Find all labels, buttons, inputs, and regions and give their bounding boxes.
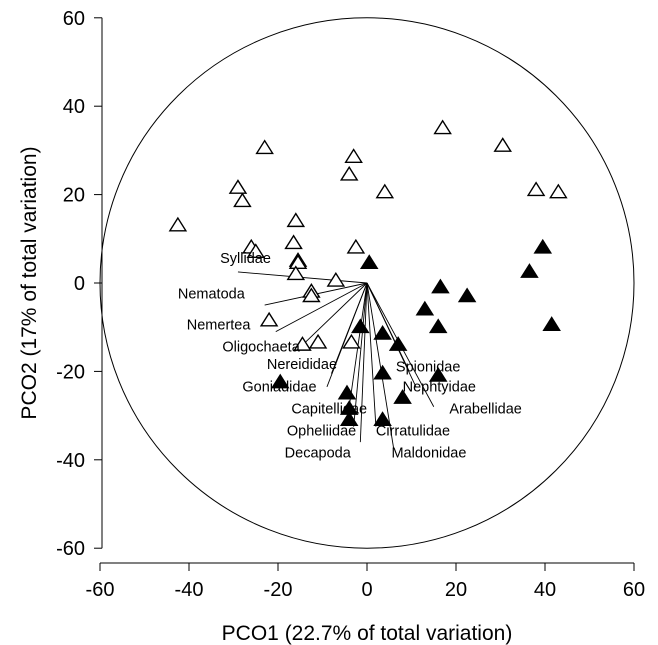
filled-triangle-point <box>373 411 392 426</box>
vector-label-opheliidae: Opheliidae <box>287 423 356 439</box>
point-layer <box>168 119 568 426</box>
open-triangle-point <box>549 183 568 199</box>
x-tick-label: 60 <box>623 579 645 601</box>
filled-triangle-point <box>270 373 290 389</box>
vector-label-arabellidae: Arabellidae <box>449 401 522 417</box>
y-tick-label: -20 <box>56 361 85 383</box>
open-triangle-point <box>288 254 308 270</box>
y-tick-label: -60 <box>56 538 85 560</box>
vector-label-oligochaeta: Oligochaeta <box>222 340 300 356</box>
open-triangle-point <box>433 119 452 135</box>
correlation-circle-layer <box>99 17 635 549</box>
x-tick-label: 20 <box>445 579 467 601</box>
x-tick-label: 40 <box>534 579 556 601</box>
filled-triangle-point <box>520 263 539 278</box>
open-triangle-point <box>375 183 395 199</box>
vector-layer <box>237 271 435 449</box>
vector-label-nereididae: Nereididae <box>267 357 337 373</box>
open-triangle-point <box>284 234 303 250</box>
filled-triangle-point <box>373 364 392 380</box>
filled-triangle-point <box>393 389 412 404</box>
y-tick-label: -40 <box>56 450 85 472</box>
x-tick-label: -60 <box>86 579 115 601</box>
y-tick-label: 60 <box>63 8 85 30</box>
label-layer: Syllidae Nematoda Nemertea OligochaetaNerei… <box>178 251 522 461</box>
vector-label-maldonidae: Maldonidae <box>391 446 466 462</box>
vector-label-spionidae: Spionidae <box>396 359 461 375</box>
open-triangle-point <box>346 238 366 254</box>
open-triangle-point <box>233 192 252 208</box>
y-tick-label: 40 <box>63 96 85 118</box>
vector-label-syllidae: Syllidae <box>220 251 271 267</box>
x-tick-label: -40 <box>175 579 204 601</box>
open-triangle-point <box>344 148 363 163</box>
open-triangle-point <box>255 139 274 155</box>
open-triangle-point <box>526 181 546 197</box>
filled-triangle-point <box>542 316 561 331</box>
vector-label-nemertea: Nemertea <box>187 317 252 333</box>
filled-triangle-point <box>351 318 370 334</box>
open-triangle-point <box>302 287 321 303</box>
vector-label-decapoda: Decapoda <box>285 446 352 462</box>
open-triangle-point <box>228 179 248 194</box>
vector-nephtyidae <box>366 282 417 388</box>
open-triangle-point <box>308 333 328 349</box>
filled-triangle-point <box>337 384 357 400</box>
vector-nemertea <box>275 282 368 333</box>
open-triangle-point <box>168 216 188 232</box>
y-tick-label: 0 <box>74 273 85 295</box>
open-triangle-point <box>293 336 312 351</box>
vector-decapoda <box>359 282 368 443</box>
open-triangle-point <box>342 333 361 349</box>
filled-triangle-point <box>428 318 448 334</box>
x-axis-title: PCO1 (22.7% of total variation) <box>222 622 513 645</box>
open-triangle-point <box>259 311 279 327</box>
open-triangle-point <box>326 271 346 287</box>
open-triangle-point <box>286 265 306 281</box>
filled-triangle-point <box>388 336 408 351</box>
vector-label-capitellidae: Capitellidae <box>291 401 367 417</box>
open-triangle-point <box>286 212 306 228</box>
vector-label-cirratulidae: Cirratulidae <box>376 423 450 439</box>
filled-triangle-point <box>431 278 450 294</box>
x-tick-label: 0 <box>361 579 372 601</box>
y-tick-label: 20 <box>63 185 85 207</box>
filled-triangle-point <box>359 254 379 270</box>
vector-cirratulidae <box>366 282 377 427</box>
filled-triangle-point <box>533 238 553 254</box>
open-triangle-point <box>246 243 266 259</box>
open-triangle-point <box>493 137 512 152</box>
vector-opheliidae <box>353 282 368 427</box>
correlation-circle <box>99 17 635 549</box>
vector-label-nephtyidae: Nephtyidae <box>403 379 476 395</box>
axes: -60 -40 -20 0 20 40 60 -60 -40 -20 0 20 40 60 <box>56 8 645 601</box>
open-triangle-point <box>339 165 359 181</box>
filled-triangle-point <box>428 367 448 382</box>
vector-goniadidae <box>326 282 368 388</box>
vector-label-nematoda: Nematoda <box>178 286 246 302</box>
vector-label-goniadidae: Goniadidae <box>242 379 316 395</box>
vector-oligochaeta <box>297 282 368 350</box>
filled-triangle-point <box>415 300 435 316</box>
y-axis-title: PCO2 (17% of total variation) <box>18 146 41 419</box>
filled-triangle-point <box>373 325 392 340</box>
x-tick-label: -20 <box>264 579 293 601</box>
filled-triangle-point <box>339 411 359 426</box>
filled-triangle-point <box>457 287 477 303</box>
vector-maldonidae <box>366 282 395 449</box>
